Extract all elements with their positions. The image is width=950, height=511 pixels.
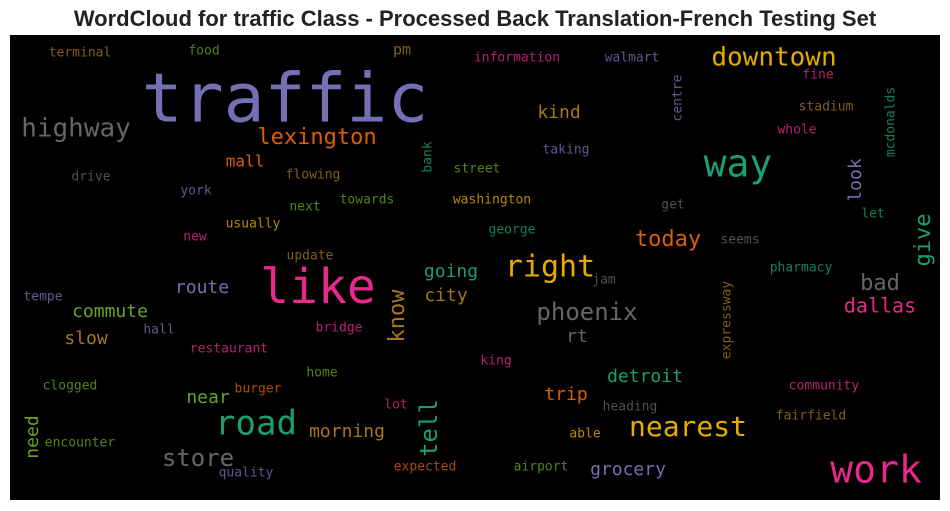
word: jam [592,273,616,288]
word: next [289,200,320,215]
word: look [845,158,866,202]
word: phoenix [536,298,637,326]
word: food [188,44,219,59]
word: nearest [629,410,747,443]
word: home [306,366,337,381]
word: quality [219,466,274,481]
word: community [789,379,860,394]
word: street [454,162,501,177]
word: whole [777,123,816,138]
word: new [183,230,207,245]
word: information [474,51,560,66]
word: fine [802,68,833,83]
word: lot [384,398,407,413]
word: like [260,259,376,315]
word: going [424,261,478,282]
word: able [569,427,600,442]
word: detroit [607,366,683,387]
word: tempe [23,290,62,305]
word: heading [603,400,658,415]
word: road [215,404,297,444]
word: morning [309,421,385,442]
word: towards [340,193,395,208]
word: kind [537,102,580,123]
word: expected [394,460,457,475]
word: bank [421,141,436,172]
word: city [424,285,468,306]
word: route [175,277,229,298]
word: let [861,207,884,222]
word: tell [415,399,443,457]
word: george [489,223,536,238]
word: grocery [590,459,666,480]
word: bridge [316,321,363,336]
word: burger [235,382,282,397]
word: work [830,448,922,492]
word: update [287,249,334,264]
word: commute [72,301,148,322]
word: downtown [711,43,836,73]
word: highway [21,114,131,144]
word: encounter [45,436,116,451]
word: restaurant [190,342,268,357]
word: pm [393,41,411,59]
word: give [911,214,936,267]
word: dallas [844,294,916,318]
word: centre [671,74,686,121]
word: today [635,227,701,252]
word: right [505,250,595,285]
word: stadium [799,100,854,115]
word: slow [64,328,108,349]
word: bad [860,271,900,296]
word: traffic [142,60,429,139]
word: walmart [605,51,660,66]
word: airport [514,460,569,475]
word: terminal [49,46,112,61]
word: store [162,444,234,472]
word: drive [71,170,110,185]
word: expressway [720,281,735,359]
word: seems [720,233,759,248]
word: rt [566,326,588,347]
word: fairfield [776,409,846,424]
word: york [180,184,211,199]
word: trip [544,384,587,405]
chart-title: WordCloud for traffic Class - Processed … [74,6,877,31]
word: get [661,198,684,213]
cloud-background [10,35,940,500]
word: flowing [286,168,341,183]
word: way [704,142,773,186]
word: need [22,415,43,458]
word: mcdonalds [884,87,899,157]
word: king [480,354,511,369]
word: washington [453,193,531,208]
word: usually [226,217,281,232]
word: mall [226,152,265,171]
word: pharmacy [770,261,833,276]
word: know [385,289,410,343]
word: clogged [43,379,98,394]
word: hall [143,323,174,338]
word: taking [543,143,590,158]
word: near [186,387,230,408]
word: lexington [257,125,376,150]
